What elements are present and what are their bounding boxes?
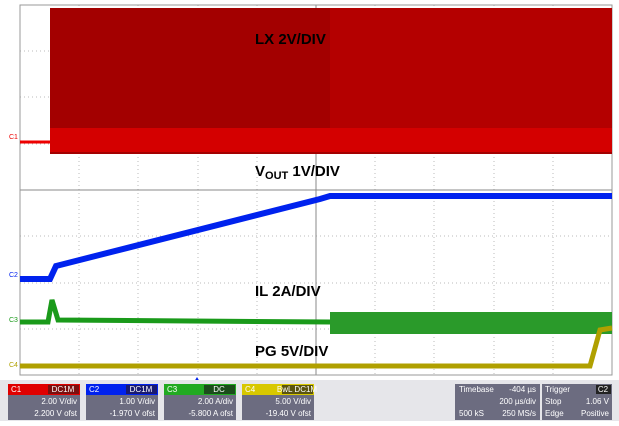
pg-trace: [20, 325, 613, 369]
channel-scale: 2.00 V/div: [41, 397, 77, 406]
coupling-box: [48, 385, 79, 394]
trigger-mode: Stop: [545, 397, 562, 406]
timebase-title: Timebase: [459, 385, 494, 394]
timebase-samples: 500 kS: [459, 409, 484, 418]
channel-marker: C2: [9, 272, 18, 279]
plot-frame: [19, 4, 613, 376]
channel-offset: 2.200 V ofst: [34, 409, 77, 418]
coupling: DC1M: [130, 385, 153, 394]
channel-scale: 5.00 V/div: [275, 397, 311, 406]
channel-scale: 1.00 V/div: [119, 397, 155, 406]
annotation: PG 5V/DIV: [255, 343, 328, 360]
channel-name: C4: [245, 385, 256, 394]
trigger-source-box: [596, 385, 611, 394]
annotation: LX 2V/DIV: [255, 31, 326, 48]
coupling-box: [126, 385, 157, 394]
coupling: DC1M: [52, 385, 75, 394]
coupling: BwL DC1M: [277, 385, 317, 394]
channel-name: C2: [89, 385, 100, 394]
channel-offset: -19.40 V ofst: [266, 409, 312, 418]
channel-name: C1: [11, 385, 22, 394]
channel-marker: C1: [9, 134, 18, 141]
timebase-rate: 250 MS/s: [502, 409, 536, 418]
channel-header: [242, 384, 314, 395]
channel-header: [164, 384, 236, 395]
annotation: VOUT 1V/DIV: [255, 163, 340, 182]
trigger-level: 1.06 V: [586, 397, 610, 406]
channel-marker: C3: [9, 317, 18, 324]
lx-trace: [50, 128, 612, 152]
trigger-slope: Positive: [581, 409, 610, 418]
channel-name: C3: [167, 385, 178, 394]
timebase-box: [455, 384, 540, 420]
channel-offset: -5.800 A ofst: [189, 409, 234, 418]
trigger-source: C2: [598, 385, 609, 394]
channel-offset: -1.970 V ofst: [110, 409, 156, 418]
il-trace: [330, 312, 612, 334]
channel-header: [8, 384, 80, 395]
channel-marker: C4: [9, 362, 18, 369]
coupling-box: [204, 385, 235, 394]
annotation: IL 2A/DIV: [255, 283, 321, 300]
il-trace: [20, 299, 331, 325]
channel-scale: 2.00 A/div: [198, 397, 233, 406]
channel-header: [86, 384, 158, 395]
trigger-title: Trigger: [545, 385, 570, 394]
lx-trace: [330, 8, 612, 128]
coupling: DC: [213, 385, 225, 394]
coupling-box: [282, 385, 313, 394]
vout-trace: [20, 193, 612, 282]
timebase-delay: -404 µs: [509, 385, 536, 394]
timebase-scale: 200 µs/div: [499, 397, 536, 406]
trigger-type: Edge: [545, 409, 564, 418]
